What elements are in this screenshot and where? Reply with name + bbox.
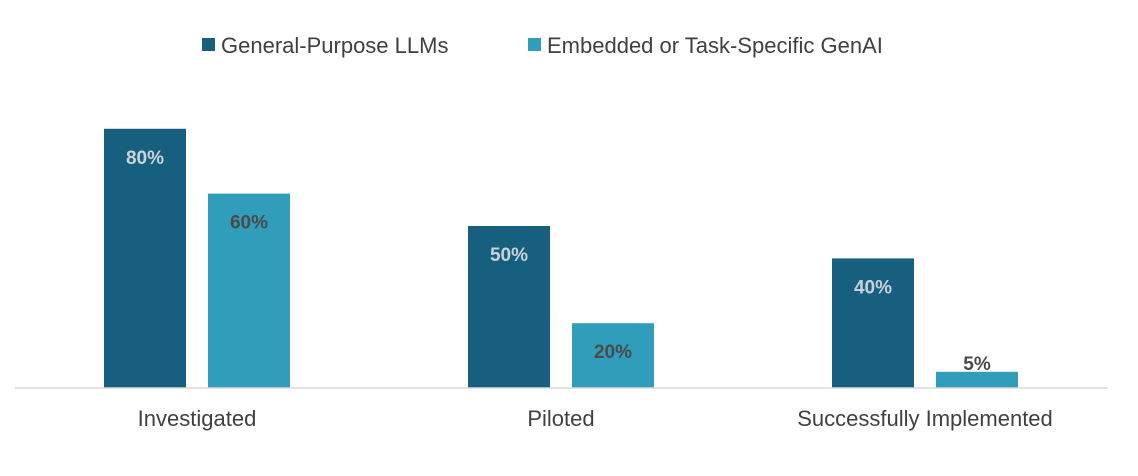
category-label-piloted: Piloted [527,406,594,431]
category-labels-group: Investigated Piloted Successfully Implemen… [138,406,1053,431]
data-label-investigated-series-2: 60% [230,213,268,234]
category-label-investigated: Investigated [138,406,257,431]
legend-swatch-general-purpose [202,38,215,51]
data-label-piloted-series-1: 50% [490,245,528,266]
data-label-investigated-series-1: 80% [126,148,164,169]
bar-investigated-series-2 [208,193,290,388]
bars-group [104,128,1018,389]
bar-investigated-series-1 [104,128,186,389]
bar-successfully-implemented-series-2 [936,371,1018,388]
bar-piloted-series-2 [572,323,654,388]
legend-label-embedded: Embedded or Task-Specific GenAI [547,33,883,58]
data-label-successfully-implemented-series-1: 40% [854,277,892,298]
bar-successfully-implemented-series-1 [832,258,914,388]
data-labels-group: 80% 60% 50% 20% 40% 5% [126,148,991,375]
legend: General-Purpose LLMs Embedded or Task-Sp… [202,33,883,58]
data-label-piloted-series-2: 20% [594,342,632,363]
legend-label-general-purpose: General-Purpose LLMs [221,33,448,58]
data-label-successfully-implemented-series-2: 5% [963,354,991,375]
category-label-successfully-implemented: Successfully Implemented [797,406,1053,431]
legend-swatch-embedded [528,38,541,51]
bar-piloted-series-1 [468,226,550,388]
